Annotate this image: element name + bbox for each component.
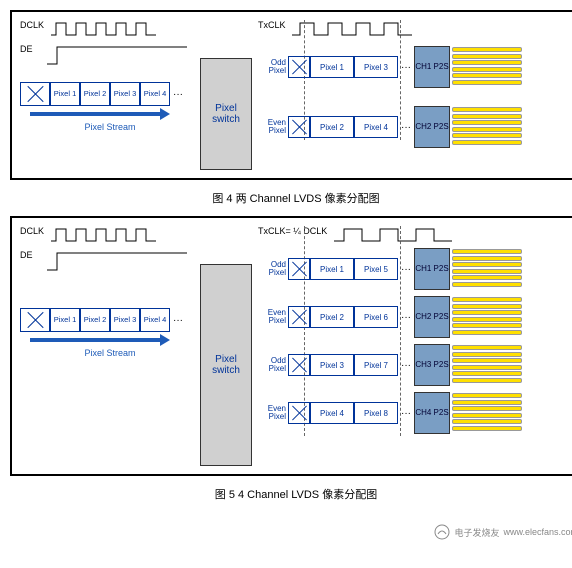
txclk-label: TxCLK <box>258 20 286 30</box>
pixel-box: Pixel 4 <box>310 402 354 424</box>
channel-row: Odd Pixel Pixel 1 Pixel 3 ··· CH1 P2S <box>258 46 572 88</box>
stream-arrow-icon <box>30 108 170 120</box>
watermark-text: 电子发烧友 <box>454 526 499 539</box>
row-label: Even Pixel <box>258 119 288 135</box>
p2s-block: CH2 P2S <box>414 296 450 338</box>
lvds-lines-icon <box>452 297 522 337</box>
pixel-box: Pixel 7 <box>354 354 398 376</box>
channel-row: Odd Pixel Pixel 1 Pixel 5 ··· CH1 P2S <box>258 248 572 290</box>
pixel-box: Pixel 1 <box>310 258 354 280</box>
ellipsis: ··· <box>170 315 186 326</box>
pixel-box: Pixel 3 <box>110 308 140 332</box>
stream-label: Pixel Stream <box>20 122 200 132</box>
lvds-lines-icon <box>452 393 522 433</box>
pixel-box: Pixel 2 <box>310 306 354 328</box>
fig4-output-section: TxCLK Odd Pixel Pixel 1 Pixel 3 ··· CH1 … <box>252 20 572 154</box>
row-label: Even Pixel <box>258 309 288 325</box>
fig5-input-section: DCLK DE Pixel 1 Pixel 2 Pixel 3 Pixel 4 … <box>20 226 200 358</box>
p2s-block: CH1 P2S <box>414 46 450 88</box>
channel-row: Even Pixel Pixel 2 Pixel 4 ··· CH2 P2S <box>258 106 572 148</box>
pixel-box-start <box>20 308 50 332</box>
figure-4: DCLK DE Pixel 1 Pixel 2 Pixel 3 Pixel 4 … <box>10 10 572 180</box>
de-label: DE <box>20 44 33 54</box>
pixel-switch-block: Pixel switch <box>200 58 252 170</box>
txclk-wave-icon <box>292 20 422 38</box>
pixel-box: Pixel 1 <box>310 56 354 78</box>
watermark: 电子发烧友 www.elecfans.com <box>434 524 572 540</box>
stream-label: Pixel Stream <box>20 348 200 358</box>
dclk-wave-icon <box>51 226 171 244</box>
p2s-block: CH3 P2S <box>414 344 450 386</box>
fig4-input-pixels: Pixel 1 Pixel 2 Pixel 3 Pixel 4 ··· <box>20 82 200 106</box>
de-wave-icon <box>47 44 187 68</box>
lvds-lines-icon <box>452 345 522 385</box>
vdash-line <box>400 20 401 140</box>
pixel-box: Pixel 3 <box>354 56 398 78</box>
fig5-output-section: TxCLK= ¼ DCLK Odd Pixel Pixel 1 Pixel 5 … <box>252 226 572 440</box>
lvds-lines-icon <box>452 107 522 147</box>
lvds-lines-icon <box>452 47 522 87</box>
pixel-box: Pixel 2 <box>80 308 110 332</box>
de-wave-icon <box>47 250 187 274</box>
pixel-box: Pixel 1 <box>50 308 80 332</box>
vdash-line <box>400 226 401 436</box>
pixel-box-start <box>288 258 310 280</box>
fig5-input-pixels: Pixel 1 Pixel 2 Pixel 3 Pixel 4 ··· <box>20 308 200 332</box>
pixel-box-start <box>20 82 50 106</box>
lvds-lines-icon <box>452 249 522 289</box>
pixel-box: Pixel 2 <box>310 116 354 138</box>
pixel-box-start <box>288 56 310 78</box>
pixel-box: Pixel 1 <box>50 82 80 106</box>
pixel-box-start <box>288 306 310 328</box>
pixel-switch-block: Pixel switch <box>200 264 252 466</box>
p2s-block: CH1 P2S <box>414 248 450 290</box>
pixel-box-start <box>288 402 310 424</box>
pixel-box: Pixel 8 <box>354 402 398 424</box>
watermark-url: www.elecfans.com <box>503 527 572 537</box>
pixel-box-start <box>288 116 310 138</box>
fig4-input-section: DCLK DE Pixel 1 Pixel 2 Pixel 3 Pixel 4 … <box>20 20 200 132</box>
logo-icon <box>434 524 450 540</box>
pixel-box: Pixel 4 <box>354 116 398 138</box>
figure-5: DCLK DE Pixel 1 Pixel 2 Pixel 3 Pixel 4 … <box>10 216 572 476</box>
pixel-box: Pixel 3 <box>110 82 140 106</box>
figure5-caption: 图 5 4 Channel LVDS 像素分配图 <box>10 482 572 512</box>
dclk-label: DCLK <box>20 226 44 236</box>
channel-row: Even Pixel Pixel 2 Pixel 6 ··· CH2 P2S <box>258 296 572 338</box>
pixel-box: Pixel 5 <box>354 258 398 280</box>
dclk-wave-icon <box>51 20 171 38</box>
pixel-box: Pixel 2 <box>80 82 110 106</box>
p2s-block: CH2 P2S <box>414 106 450 148</box>
pixel-box: Pixel 4 <box>140 82 170 106</box>
switch-label: Pixel switch <box>201 103 251 125</box>
row-label: Odd Pixel <box>258 357 288 373</box>
switch-label: Pixel switch <box>201 354 251 376</box>
de-label: DE <box>20 250 33 260</box>
dclk-label: DCLK <box>20 20 44 30</box>
row-label: Odd Pixel <box>258 261 288 277</box>
pixel-box: Pixel 4 <box>140 308 170 332</box>
txclk-label: TxCLK= ¼ DCLK <box>258 226 327 236</box>
row-label: Even Pixel <box>258 405 288 421</box>
p2s-block: CH4 P2S <box>414 392 450 434</box>
pixel-box: Pixel 6 <box>354 306 398 328</box>
pixel-box: Pixel 3 <box>310 354 354 376</box>
channel-row: Odd Pixel Pixel 3 Pixel 7 ··· CH3 P2S <box>258 344 572 386</box>
stream-arrow-icon <box>30 334 170 346</box>
row-label: Odd Pixel <box>258 59 288 75</box>
channel-row: Even Pixel Pixel 4 Pixel 8 ··· CH4 P2S <box>258 392 572 434</box>
figure4-caption: 图 4 两 Channel LVDS 像素分配图 <box>10 186 572 216</box>
ellipsis: ··· <box>170 89 186 100</box>
pixel-box-start <box>288 354 310 376</box>
